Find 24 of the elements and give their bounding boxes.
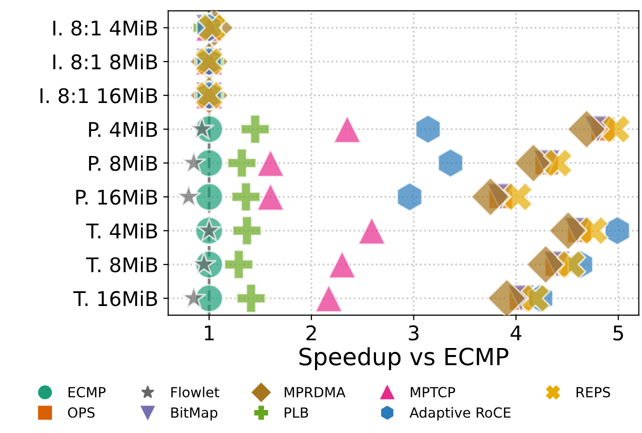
x-tick-label: 5 — [613, 326, 623, 341]
y-tick-label: P. 4MiB — [89, 122, 158, 137]
legend-label: ECMP — [68, 386, 106, 398]
y-tick-label: T. 16MiB — [73, 290, 158, 306]
legend-label: Adaptive RoCE — [410, 407, 510, 420]
legend-label: MPRDMA — [284, 387, 346, 398]
legend-label: Flowlet — [171, 386, 220, 398]
legend-label: REPS — [576, 386, 610, 398]
y-tick-label: P. 16MiB — [76, 189, 158, 205]
y-tick-label: P. 8MiB — [89, 155, 158, 171]
x-tick-label: 1 — [204, 326, 214, 340]
legend-label: OPS — [68, 407, 95, 418]
y-tick-label: T. 4MiB — [86, 223, 158, 238]
x-tick-label: 4 — [510, 326, 522, 340]
legend-label: PLB — [284, 407, 308, 418]
y-tick-label: I. 8:1 16MiB — [40, 88, 158, 104]
y-tick-label: T. 8MiB — [86, 256, 158, 272]
y-tick-label: I. 8:1 4MiB — [53, 20, 158, 36]
x-axis-title: Speedup vs ECMP — [299, 347, 508, 370]
y-tick-label: I. 8:1 8MiB — [53, 54, 158, 70]
x-tick-label: 2 — [306, 325, 316, 340]
x-tick-label: 3 — [408, 325, 419, 341]
legend-label: BitMap — [171, 407, 218, 420]
legend-label: MPTCP — [410, 386, 456, 398]
